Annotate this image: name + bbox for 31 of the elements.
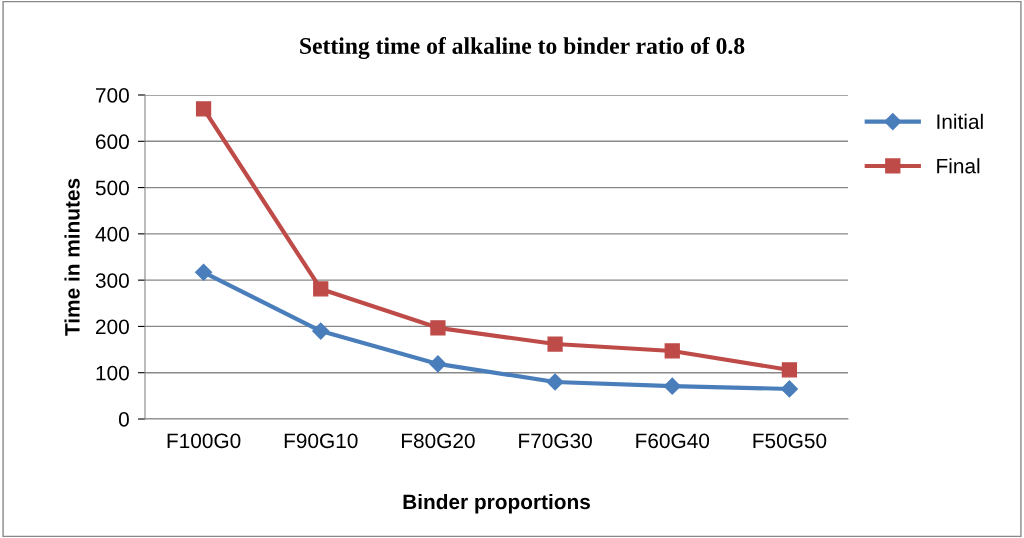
point [546,373,564,391]
y-tick-label: 100 [96,365,129,381]
x-tick-label: F60G40 [636,433,710,449]
chart-title: Setting time of alkaline to binder ratio of 0.8 [300,37,745,59]
x-axis-title: Binder proportions [403,493,590,514]
legend-label: Initial [937,113,983,130]
point [664,343,680,359]
point [430,320,446,336]
point [547,336,563,352]
point [195,263,213,281]
y-tick-label: 700 [96,88,129,103]
point [663,377,681,395]
point [313,281,329,297]
x-tick-label: F90G10 [284,433,358,449]
y-tick-label: 500 [95,180,129,196]
legend-label: Final [937,158,980,174]
y-tick-label: 600 [96,134,129,150]
y-tick-label: 0 [118,412,129,427]
point [429,355,447,373]
point [780,380,798,398]
y-axis-title: Time in minutes [64,178,80,336]
point [312,322,330,340]
y-tick-label: 400 [95,226,129,242]
point [781,362,798,378]
x-tick-label: F70G30 [519,433,592,449]
x-tick-label: F100G0 [167,433,241,449]
x-tick-label: F50G50 [753,433,827,449]
y-tick-label: 200 [96,319,129,335]
y-tick-label: 300 [95,273,129,288]
point [195,101,212,117]
x-tick-label: F80G20 [401,433,475,449]
